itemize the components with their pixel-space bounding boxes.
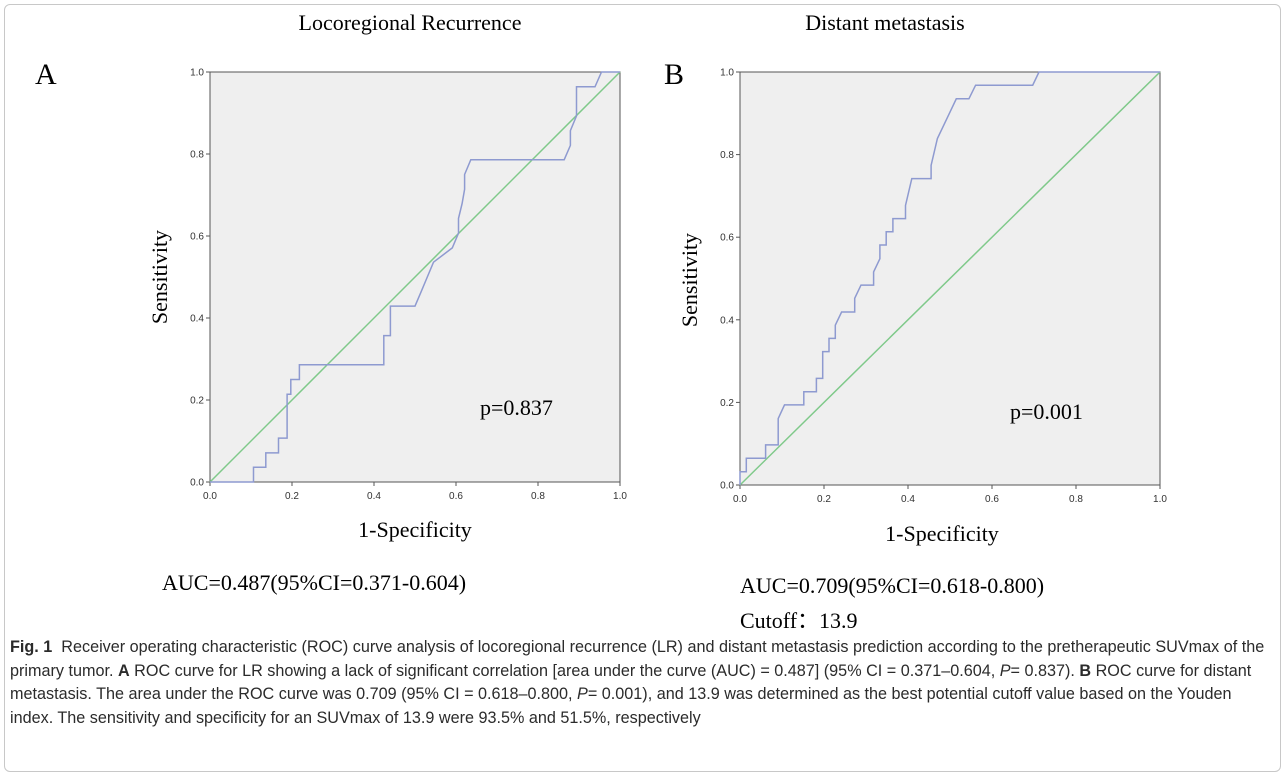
panel-b-title: Distant metastasis	[805, 10, 964, 35]
caption-text-2: ROC curve for LR showing a lack of signi…	[134, 661, 996, 680]
caption-fig-label: Fig. 1	[10, 638, 53, 656]
figure-caption: Fig. 1 Receiver operating characteristic…	[10, 636, 1272, 730]
panel-b-y-tick-label-3: 0.6	[720, 233, 734, 244]
panel-b-x-tick-label-2: 0.4	[901, 494, 915, 505]
caption-text-1: Receiver operating characteristic (ROC) …	[10, 638, 1265, 680]
panel-a-reference-line	[209, 71, 621, 483]
panel-a-roc-curve	[210, 71, 620, 483]
panel-b-y-tick-label-2: 0.4	[720, 315, 734, 326]
panel-a-y-tick-label-4: 0.8	[190, 150, 204, 161]
panel-a-y-tick-label-1: 0.2	[190, 396, 204, 407]
roc-figure: A Locoregional Recurrence 0.00.00.20.20.…	[35, 10, 1167, 633]
panel-a-y-axis-label: Sensitivity	[147, 230, 172, 324]
caption-p-italic-2: P	[577, 685, 588, 703]
panel-a-x-tick-label-4: 0.8	[531, 491, 545, 502]
panel-a-x-tick-label-5: 1.0	[613, 491, 627, 502]
caption-label-b: B	[1079, 661, 1092, 680]
panel-b-letter: B	[664, 58, 684, 91]
panel-b-y-tick-label-0: 0.0	[720, 481, 734, 492]
figure-frame	[4, 4, 1281, 772]
panel-a: A Locoregional Recurrence 0.00.00.20.20.…	[35, 10, 627, 595]
panel-b-ticks: 0.0 0.0 0.2 0.2 0.4 0.4 0.6 0.6 0.8 0.8 1.0 1.0	[720, 68, 1167, 506]
panel-b-auc: AUC=0.709(95%CI=0.618-0.800)	[740, 573, 1044, 598]
panel-b-y-tick-label-4: 0.8	[720, 150, 734, 161]
panel-a-x-tick-label-1: 0.2	[285, 491, 299, 502]
panel-a-title: Locoregional Recurrence	[299, 10, 522, 35]
panel-b-y-axis-label: Sensitivity	[677, 233, 702, 327]
panel-a-letter: A	[35, 58, 57, 91]
panel-a-x-tick-label-3: 0.6	[449, 491, 463, 502]
panel-a-ticks: 0.0 0.0 0.2 0.2 0.4 0.4 0.6 0.6 0.8 0.8 1.0 1.0	[190, 68, 627, 503]
panel-a-x-tick-label-2: 0.4	[367, 491, 381, 502]
panel-b-p-value: p=0.001	[1010, 399, 1083, 424]
panel-a-y-tick-label-3: 0.6	[190, 232, 204, 243]
caption-text-5: = 0.001), and 13.9 was determined as the…	[10, 685, 1232, 727]
panel-a-x-tick-label-0: 0.0	[203, 491, 217, 502]
panel-a-y-tick-label-2: 0.4	[190, 314, 204, 325]
panel-b-x-tick-label-0: 0.0	[733, 494, 747, 505]
caption-label-a: A	[117, 661, 130, 680]
panel-b-roc-curve	[739, 71, 1160, 485]
caption-text-3: = 0.837).	[1010, 661, 1075, 680]
caption-p-italic-1: P	[999, 661, 1011, 680]
panel-a-p-value: p=0.837	[480, 395, 553, 420]
panel-b-cutoff: Cutoff：13.9	[740, 608, 858, 633]
panel-a-x-axis-label: 1-Specificity	[358, 517, 472, 542]
panel-a-auc: AUC=0.487(95%CI=0.371-0.604)	[162, 570, 466, 595]
panel-a-y-tick-label-0: 0.0	[190, 478, 204, 489]
panel-b-x-tick-label-1: 0.2	[817, 494, 831, 505]
caption-text-4: ROC curve for distant metastasis. The ar…	[10, 661, 1252, 704]
panel-b: B Distant metastasis 0.00.00.20.20.40.40…	[664, 10, 1167, 633]
panel-b-y-tick-label-5: 1.0	[720, 68, 734, 79]
panel-b-y-tick-label-1: 0.2	[720, 398, 734, 409]
panel-b-reference-line	[739, 71, 1161, 486]
panel-b-x-axis-label: 1-Specificity	[885, 521, 999, 546]
panel-a-y-tick-label-5: 1.0	[190, 68, 204, 79]
panel-b-x-tick-label-3: 0.6	[985, 494, 999, 505]
panel-b-x-tick-label-5: 1.0	[1153, 494, 1167, 505]
panel-b-x-tick-label-4: 0.8	[1069, 494, 1083, 505]
